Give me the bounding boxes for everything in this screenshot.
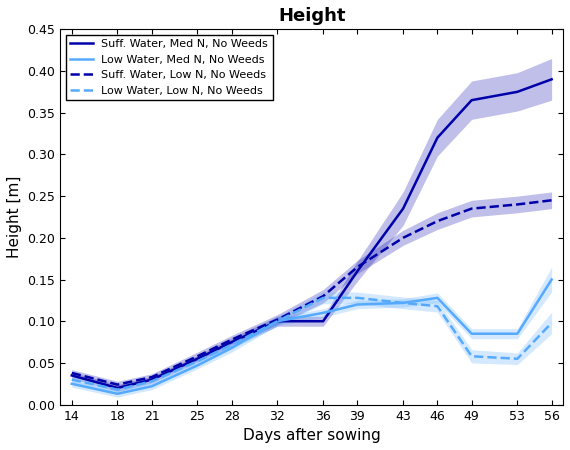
- Low Water, Low N, No Weeds: [468, 354, 475, 359]
- Low Water, Med N, No Weeds: [229, 345, 235, 351]
- Title: Height: Height: [278, 7, 345, 25]
- Suff. Water, Med N, No Weeds: [468, 98, 475, 103]
- Suff. Water, Med N, No Weeds: [229, 339, 235, 345]
- Suff. Water, Med N, No Weeds: [548, 76, 555, 82]
- Legend: Suff. Water, Med N, No Weeds, Low Water, Med N, No Weeds, Suff. Water, Low N, No: Suff. Water, Med N, No Weeds, Low Water,…: [66, 35, 272, 100]
- Low Water, Low N, No Weeds: [400, 300, 406, 306]
- Low Water, Low N, No Weeds: [68, 377, 75, 382]
- Suff. Water, Low N, No Weeds: [468, 206, 475, 211]
- Suff. Water, Low N, No Weeds: [194, 354, 201, 359]
- Low Water, Med N, No Weeds: [548, 277, 555, 282]
- Low Water, Low N, No Weeds: [548, 320, 555, 326]
- X-axis label: Days after sowing: Days after sowing: [243, 428, 381, 443]
- Low Water, Low N, No Weeds: [148, 378, 155, 384]
- Low Water, Low N, No Weeds: [354, 295, 361, 301]
- Low Water, Med N, No Weeds: [320, 310, 327, 315]
- Suff. Water, Med N, No Weeds: [194, 356, 201, 361]
- Low Water, Low N, No Weeds: [194, 359, 201, 364]
- Suff. Water, Low N, No Weeds: [148, 374, 155, 380]
- Low Water, Low N, No Weeds: [320, 295, 327, 301]
- Low Water, Low N, No Weeds: [274, 319, 281, 324]
- Suff. Water, Low N, No Weeds: [434, 218, 441, 224]
- Suff. Water, Low N, No Weeds: [400, 235, 406, 240]
- Suff. Water, Low N, No Weeds: [514, 202, 521, 207]
- Suff. Water, Med N, No Weeds: [514, 89, 521, 94]
- Y-axis label: Height [m]: Height [m]: [7, 176, 22, 258]
- Suff. Water, Med N, No Weeds: [320, 319, 327, 324]
- Line: Low Water, Low N, No Weeds: Low Water, Low N, No Weeds: [72, 298, 552, 390]
- Low Water, Low N, No Weeds: [434, 303, 441, 309]
- Low Water, Med N, No Weeds: [68, 381, 75, 387]
- Low Water, Med N, No Weeds: [354, 302, 361, 307]
- Low Water, Med N, No Weeds: [400, 300, 406, 306]
- Suff. Water, Med N, No Weeds: [274, 319, 281, 324]
- Line: Suff. Water, Med N, No Weeds: Suff. Water, Med N, No Weeds: [72, 79, 552, 388]
- Low Water, Low N, No Weeds: [114, 387, 121, 392]
- Low Water, Low N, No Weeds: [229, 342, 235, 347]
- Low Water, Med N, No Weeds: [514, 331, 521, 337]
- Suff. Water, Low N, No Weeds: [274, 317, 281, 322]
- Low Water, Low N, No Weeds: [514, 356, 521, 361]
- Suff. Water, Med N, No Weeds: [354, 269, 361, 274]
- Suff. Water, Med N, No Weeds: [68, 373, 75, 378]
- Suff. Water, Low N, No Weeds: [548, 198, 555, 203]
- Suff. Water, Low N, No Weeds: [320, 293, 327, 299]
- Suff. Water, Med N, No Weeds: [434, 135, 441, 140]
- Suff. Water, Med N, No Weeds: [148, 377, 155, 382]
- Low Water, Med N, No Weeds: [148, 383, 155, 389]
- Suff. Water, Low N, No Weeds: [114, 382, 121, 387]
- Low Water, Med N, No Weeds: [434, 295, 441, 301]
- Line: Low Water, Med N, No Weeds: Low Water, Med N, No Weeds: [72, 279, 552, 394]
- Low Water, Med N, No Weeds: [274, 319, 281, 324]
- Suff. Water, Med N, No Weeds: [114, 385, 121, 391]
- Low Water, Med N, No Weeds: [468, 331, 475, 337]
- Suff. Water, Med N, No Weeds: [400, 206, 406, 211]
- Line: Suff. Water, Low N, No Weeds: Suff. Water, Low N, No Weeds: [72, 200, 552, 385]
- Suff. Water, Low N, No Weeds: [229, 337, 235, 342]
- Suff. Water, Low N, No Weeds: [354, 264, 361, 270]
- Low Water, Med N, No Weeds: [114, 391, 121, 396]
- Suff. Water, Low N, No Weeds: [68, 370, 75, 376]
- Low Water, Med N, No Weeds: [194, 363, 201, 368]
